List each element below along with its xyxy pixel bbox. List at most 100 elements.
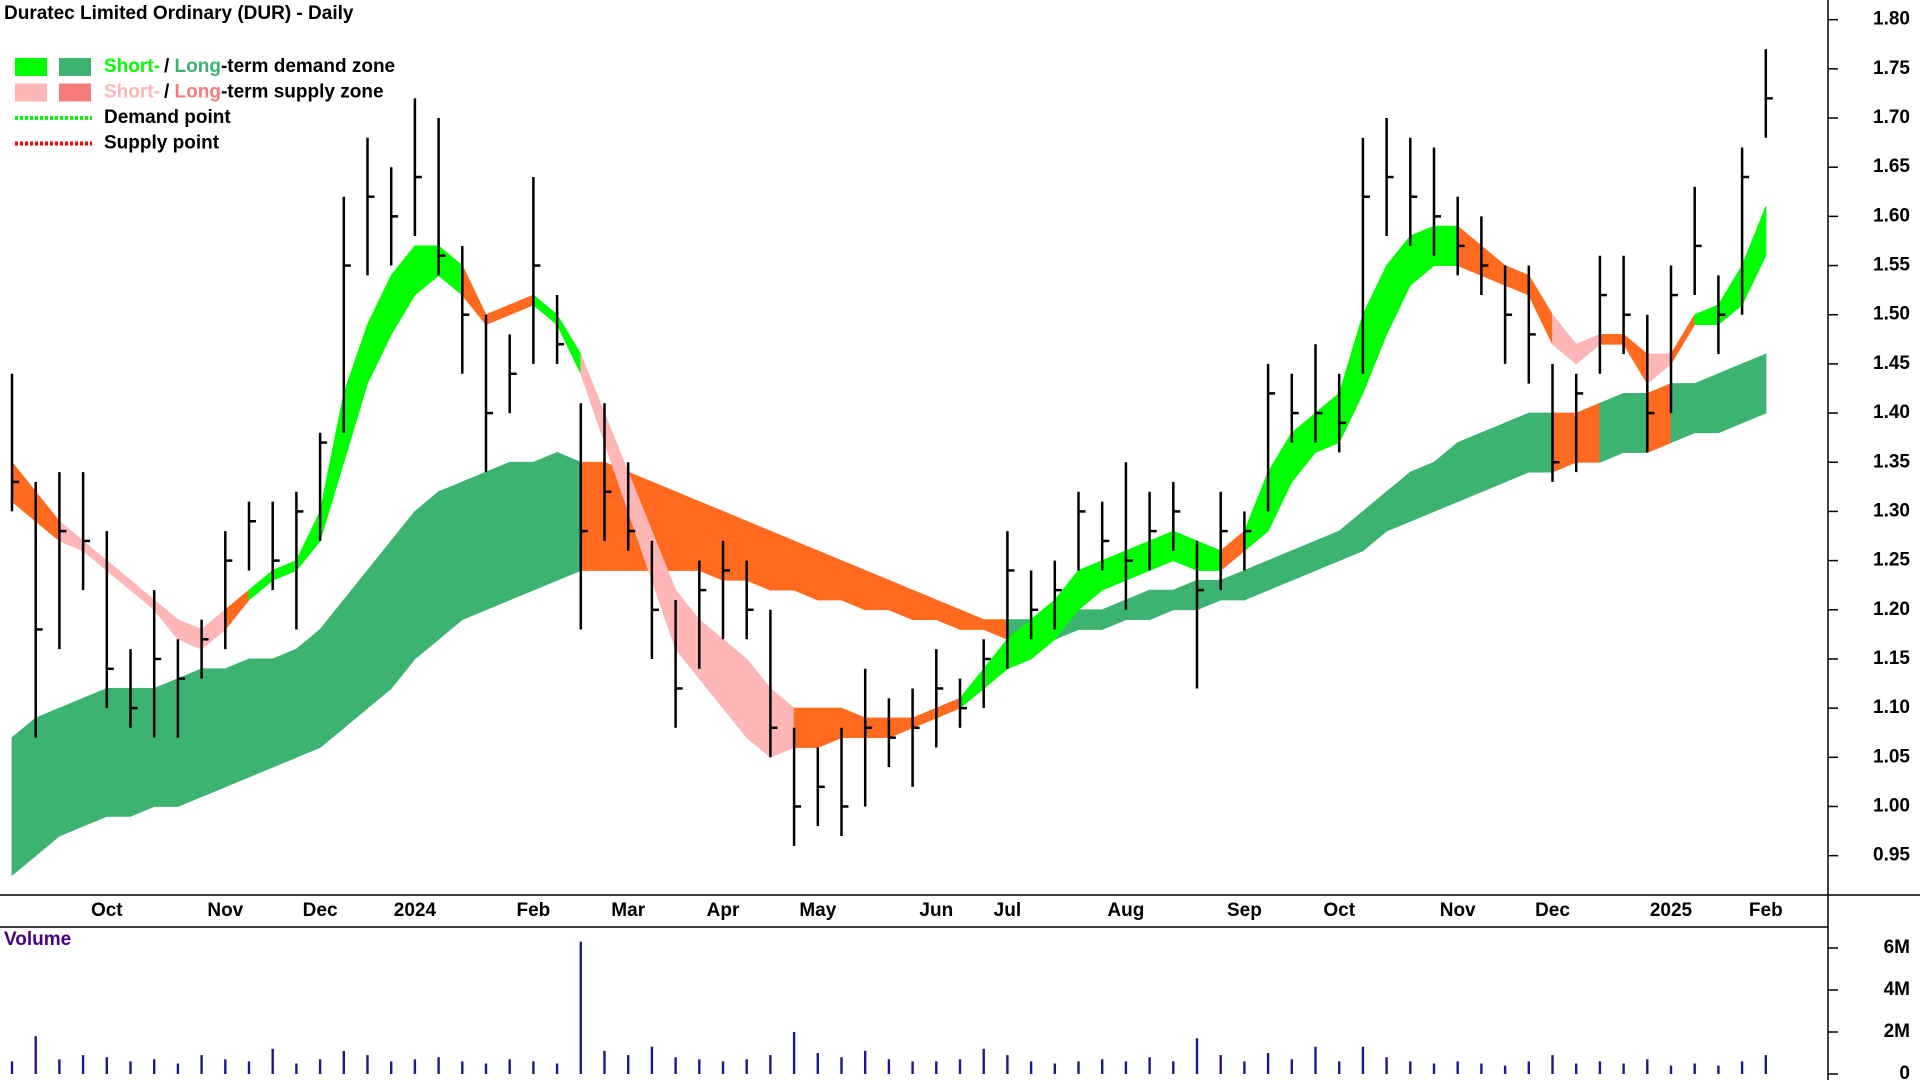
volume-bar xyxy=(366,1055,369,1074)
zone-segment xyxy=(438,481,463,641)
legend-text: / xyxy=(164,56,175,77)
zone-segment xyxy=(390,510,416,690)
y-tick-label: 4M xyxy=(1884,979,1910,1000)
volume-bar xyxy=(887,1059,891,1074)
volume-bar xyxy=(1361,1046,1365,1074)
y-tick-label: 1.15 xyxy=(1873,648,1910,669)
legend-label: Demand point xyxy=(104,107,231,128)
x-tick-label: 2024 xyxy=(394,900,437,921)
volume-bar xyxy=(1243,1061,1246,1074)
y-tick-label: 1.75 xyxy=(1873,58,1910,79)
legend-text: -term demand zone xyxy=(221,56,395,77)
y-tick-label: 1.20 xyxy=(1873,599,1910,620)
zone-segment xyxy=(1433,225,1459,266)
volume-bar xyxy=(1717,1065,1720,1074)
volume-bar xyxy=(1575,1063,1578,1074)
zone-segment xyxy=(224,658,250,788)
zone-segment xyxy=(1481,422,1506,493)
volume-bar xyxy=(413,1059,417,1074)
zone-segment xyxy=(698,500,724,581)
volume-bar xyxy=(721,1061,725,1074)
legend-swatch xyxy=(59,58,91,76)
volume-bar xyxy=(769,1055,772,1074)
volume-bar xyxy=(271,1048,274,1074)
zone-segment xyxy=(1670,383,1696,444)
x-tick-label: 2025 xyxy=(1650,900,1693,921)
volume-bar xyxy=(1053,1063,1056,1074)
x-tick-label: Jul xyxy=(994,900,1021,921)
volume-bar xyxy=(840,1057,843,1074)
volume-bar xyxy=(1646,1059,1649,1074)
volume-bar xyxy=(508,1059,511,1074)
zone-segment xyxy=(556,451,582,581)
volume-bar xyxy=(1006,1055,1009,1074)
x-tick-label: Jun xyxy=(919,900,953,921)
y-tick-label: 2M xyxy=(1884,1021,1910,1042)
y-tick-label: 1.00 xyxy=(1873,795,1910,816)
chart-title: Duratec Limited Ordinary (DUR) - Daily xyxy=(4,3,354,24)
legend-text: Long xyxy=(175,82,221,103)
volume-bar xyxy=(295,1063,298,1074)
legend-label: Short- / Long-term supply zone xyxy=(104,82,384,103)
x-tick-label: Mar xyxy=(611,900,645,921)
legend-text: -term supply zone xyxy=(221,82,384,103)
volume-bar xyxy=(532,1061,535,1074)
volume-bar xyxy=(461,1061,464,1074)
legend-label: Short- / Long-term demand zone xyxy=(104,56,395,77)
axes: Oct Nov Dec 2024 Feb Mar Apr May Jun Jul Aug Sep Oct… xyxy=(91,9,1910,1080)
volume-bar xyxy=(792,1032,796,1074)
zone-segment xyxy=(793,540,819,601)
legend-text: / xyxy=(164,82,175,103)
volume-bar xyxy=(484,1063,488,1074)
x-tick-label: Nov xyxy=(1440,900,1476,921)
zone-segment xyxy=(106,688,131,817)
volume-bar xyxy=(1385,1057,1388,1074)
volume-bar xyxy=(105,1057,108,1074)
volume-bar xyxy=(1029,1061,1033,1074)
zone-segment xyxy=(533,451,558,591)
price-bars xyxy=(10,49,1773,846)
zone-segment xyxy=(1718,363,1743,434)
volume-bar xyxy=(816,1053,819,1074)
volume-bar xyxy=(1266,1053,1270,1074)
volume-bar xyxy=(224,1059,227,1074)
zone-segment xyxy=(82,687,108,827)
legend-label: Supply point xyxy=(104,133,220,154)
volume-bar xyxy=(34,1036,37,1074)
volume-bar xyxy=(1456,1061,1459,1074)
volume-bar xyxy=(1124,1061,1128,1074)
x-tick-label: Sep xyxy=(1227,900,1262,921)
zone-segment xyxy=(1078,609,1103,630)
volume-bar xyxy=(674,1057,677,1074)
zone-segment xyxy=(11,717,37,877)
zone-segment xyxy=(675,491,700,571)
legend: Short- / Long-term demand zone Short- / Lon… xyxy=(15,56,395,154)
volume-bar xyxy=(200,1055,203,1074)
x-tick-label: Oct xyxy=(1323,900,1355,921)
y-tick-label: 1.70 xyxy=(1873,107,1910,128)
volume-bar xyxy=(1480,1063,1483,1074)
x-tick-label: Oct xyxy=(91,900,123,921)
zone-segment xyxy=(1409,461,1435,522)
zone-segment xyxy=(414,490,440,660)
legend-swatch xyxy=(59,83,91,102)
zone-segment xyxy=(746,520,771,591)
zone-segment xyxy=(1694,373,1719,434)
zone-segment xyxy=(1646,382,1672,454)
volume-bar xyxy=(1764,1055,1767,1074)
zone-segment xyxy=(1741,353,1767,424)
volume-bar xyxy=(1195,1038,1199,1074)
zone-segment xyxy=(1575,402,1601,463)
volume-bar xyxy=(10,1061,14,1074)
zone-segment xyxy=(1528,412,1553,473)
volume-bar xyxy=(603,1050,606,1074)
volume-bar xyxy=(1527,1061,1530,1074)
y-tick-label: 1.80 xyxy=(1873,9,1910,30)
zone-segment xyxy=(177,668,203,808)
legend-text: Long xyxy=(175,56,221,77)
volume-bar xyxy=(911,1061,914,1074)
x-tick-label: Dec xyxy=(303,900,338,921)
y-tick-label: 1.05 xyxy=(1873,746,1910,767)
volume-bar xyxy=(1077,1061,1080,1074)
zone-segment xyxy=(1504,412,1530,483)
